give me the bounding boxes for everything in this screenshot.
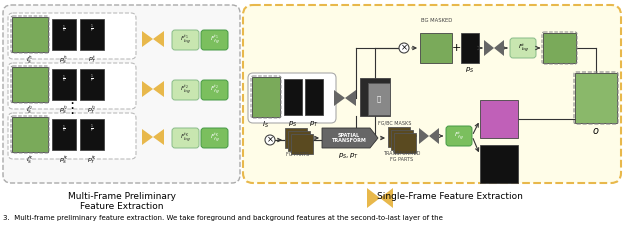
Bar <box>391 130 413 150</box>
Polygon shape <box>334 90 345 106</box>
Text: ⬛: ⬛ <box>377 96 381 102</box>
Bar <box>291 134 313 154</box>
Polygon shape <box>484 40 494 56</box>
Text: $p_T^{t}$: $p_T^{t}$ <box>88 55 97 65</box>
Polygon shape <box>494 40 504 56</box>
FancyBboxPatch shape <box>8 63 136 109</box>
FancyBboxPatch shape <box>8 113 136 159</box>
Polygon shape <box>429 128 439 144</box>
Bar <box>252 77 280 117</box>
Polygon shape <box>153 129 164 145</box>
FancyBboxPatch shape <box>201 80 228 100</box>
Text: $F_{bg}^{t_K}$: $F_{bg}^{t_K}$ <box>180 132 191 144</box>
Bar <box>12 67 48 102</box>
Text: $p_S$: $p_S$ <box>465 66 475 75</box>
Text: $F_{bg}^t$: $F_{bg}^t$ <box>518 42 529 54</box>
Text: $F_{fg}^{t_K}$: $F_{fg}^{t_K}$ <box>209 132 220 144</box>
Bar <box>284 79 302 115</box>
FancyBboxPatch shape <box>172 128 199 148</box>
Bar <box>80 19 104 50</box>
FancyBboxPatch shape <box>510 38 536 58</box>
Polygon shape <box>322 128 378 148</box>
Bar <box>480 100 518 138</box>
Text: $p_T^{t_2}$: $p_T^{t_2}$ <box>87 105 97 116</box>
FancyBboxPatch shape <box>8 13 136 59</box>
Polygon shape <box>142 81 153 97</box>
Text: $\frac{1}{5}$: $\frac{1}{5}$ <box>62 123 66 135</box>
Text: $p_S, p_T$: $p_S, p_T$ <box>339 152 360 161</box>
Text: $I_S^{t_2}$: $I_S^{t_2}$ <box>26 105 34 116</box>
Text: $F_{fg}^{t_2}$: $F_{fg}^{t_2}$ <box>210 84 220 96</box>
Bar <box>12 117 48 152</box>
Bar <box>394 133 416 153</box>
Bar <box>360 78 390 116</box>
Text: $p_T^{t_K}$: $p_T^{t_K}$ <box>87 155 97 166</box>
Text: $F_{fg}^{t_1}$: $F_{fg}^{t_1}$ <box>210 34 220 46</box>
Circle shape <box>399 43 409 53</box>
FancyBboxPatch shape <box>172 80 199 100</box>
Bar <box>288 131 310 151</box>
FancyBboxPatch shape <box>248 73 336 123</box>
Polygon shape <box>153 31 164 47</box>
Bar <box>543 33 576 63</box>
FancyBboxPatch shape <box>201 128 228 148</box>
Text: ×: × <box>401 43 408 52</box>
Text: Single-Frame Feature Extraction: Single-Frame Feature Extraction <box>377 192 523 201</box>
Bar <box>575 73 617 123</box>
Text: TRANSFORMED
FG PARTS: TRANSFORMED FG PARTS <box>383 151 420 162</box>
Circle shape <box>265 135 275 145</box>
Text: $\frac{1}{p}$: $\frac{1}{p}$ <box>90 23 94 35</box>
Polygon shape <box>345 90 356 106</box>
Text: $\frac{1}{p}$: $\frac{1}{p}$ <box>90 123 94 135</box>
Text: Multi-Frame Preliminary
Feature Extraction: Multi-Frame Preliminary Feature Extracti… <box>68 192 176 212</box>
Polygon shape <box>367 188 380 208</box>
Text: $I_S$: $I_S$ <box>262 120 269 130</box>
Text: BG MASKED: BG MASKED <box>421 18 452 23</box>
Bar <box>80 69 104 100</box>
Text: $p_T$: $p_T$ <box>309 120 319 129</box>
Polygon shape <box>380 188 393 208</box>
Bar <box>305 79 323 115</box>
FancyBboxPatch shape <box>201 30 228 50</box>
Text: ×: × <box>266 136 273 145</box>
Text: $\frac{1}{5}$: $\frac{1}{5}$ <box>62 73 66 85</box>
Polygon shape <box>153 81 164 97</box>
Bar <box>52 19 76 50</box>
Text: $I_S^{t_1}$: $I_S^{t_1}$ <box>26 55 34 66</box>
Text: +: + <box>451 43 461 53</box>
Polygon shape <box>419 128 429 144</box>
Bar <box>52 119 76 150</box>
Text: $I_S^{t_K}$: $I_S^{t_K}$ <box>26 155 34 166</box>
Text: FG/BC MASKS: FG/BC MASKS <box>378 120 412 125</box>
Text: ⋮: ⋮ <box>65 101 79 115</box>
Polygon shape <box>142 31 153 47</box>
Text: $o$: $o$ <box>592 126 600 136</box>
Text: SPATIAL
TRANSFORM: SPATIAL TRANSFORM <box>332 133 367 143</box>
FancyBboxPatch shape <box>3 5 240 183</box>
Bar <box>52 69 76 100</box>
Bar <box>480 145 518 183</box>
FancyBboxPatch shape <box>446 126 472 146</box>
Text: $F_{bg}^{t_2}$: $F_{bg}^{t_2}$ <box>180 84 191 96</box>
Bar <box>12 17 48 52</box>
FancyBboxPatch shape <box>243 5 621 183</box>
Text: $\frac{1}{5}$: $\frac{1}{5}$ <box>62 23 66 35</box>
Text: FG PARTS: FG PARTS <box>287 152 310 157</box>
Text: $F_{bg}^{t_1}$: $F_{bg}^{t_1}$ <box>180 34 191 46</box>
Bar <box>420 33 452 63</box>
Bar <box>461 33 479 63</box>
Text: $p_S^{t_K}$: $p_S^{t_K}$ <box>59 155 69 166</box>
Text: $p_S^{t_1}$: $p_S^{t_1}$ <box>60 55 68 66</box>
Text: $F_{fg}^t$: $F_{fg}^t$ <box>454 130 464 142</box>
FancyBboxPatch shape <box>172 30 199 50</box>
Text: $p_S$: $p_S$ <box>288 120 298 129</box>
Text: $p_S^{t_2}$: $p_S^{t_2}$ <box>60 105 68 116</box>
Bar <box>388 127 410 147</box>
Bar <box>368 83 390 115</box>
Text: 3.  Multi-frame preliminary feature extraction. We take foreground and backgroun: 3. Multi-frame preliminary feature extra… <box>3 215 443 221</box>
Polygon shape <box>142 129 153 145</box>
Text: $\frac{1}{p}$: $\frac{1}{p}$ <box>90 73 94 85</box>
Bar <box>285 128 307 148</box>
Bar <box>80 119 104 150</box>
